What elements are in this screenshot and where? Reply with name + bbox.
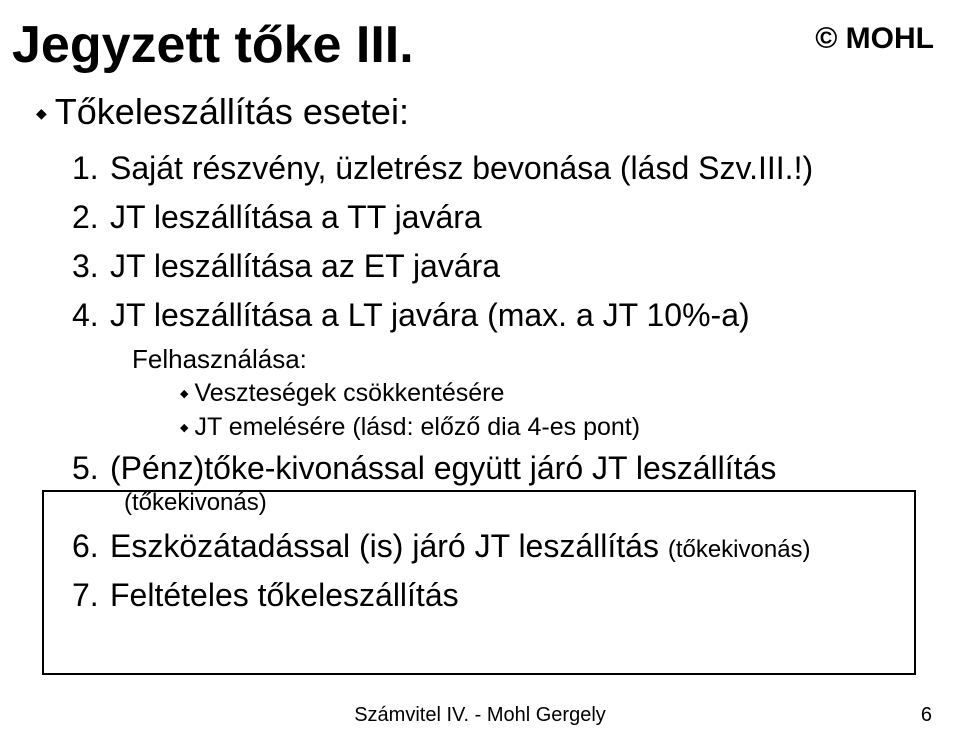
item-number: 5. bbox=[72, 448, 110, 489]
diamond-icon: ◆ bbox=[180, 387, 188, 402]
slide-title: Jegyzett tőke III. bbox=[12, 18, 414, 73]
subtitle-text: Tőkeleszállítás esetei: bbox=[55, 92, 409, 132]
diamond-icon: ◆ bbox=[36, 105, 47, 122]
item-number: 3. bbox=[72, 246, 110, 287]
subtitle-row: ◆ Tőkeleszállítás esetei: bbox=[36, 92, 409, 132]
usage-label: Felhasználása: bbox=[132, 344, 902, 375]
list-item: 7.Feltételes tőkeleszállítás bbox=[72, 575, 902, 616]
usage-item: ◆ Veszteségek csökkentésére bbox=[180, 377, 902, 411]
usage-item: ◆ JT emelésére (lásd: előző dia 4-es pont… bbox=[180, 411, 902, 445]
item-text: (Pénz)tőke-kivonással együtt járó JT les… bbox=[110, 450, 776, 486]
list-item: 3.JT leszállítása az ET javára bbox=[72, 246, 902, 287]
item-text: JT leszállítása az ET javára bbox=[110, 248, 500, 284]
item-number: 2. bbox=[72, 197, 110, 238]
usage-item-text: JT emelésére (lásd: előző dia 4-es pont) bbox=[194, 413, 640, 441]
item-paren: (tőkekivonás) bbox=[124, 489, 902, 518]
footer-text: Számvitel IV. - Mohl Gergely bbox=[0, 704, 960, 727]
item-number: 1. bbox=[72, 148, 110, 189]
item-trailing-small: (tőkekivonás) bbox=[668, 536, 811, 563]
list-item: 6.Eszközátadással (is) járó JT leszállít… bbox=[72, 526, 902, 567]
usage-item-text: Veszteségek csökkentésére bbox=[194, 379, 504, 407]
usage-block: Felhasználása: ◆ Veszteségek csökkentésér… bbox=[132, 344, 902, 445]
list-item: 4.JT leszállítása a LT javára (max. a JT… bbox=[72, 295, 902, 336]
slide: Jegyzett tőke III. © MOHL ◆ Tőkeleszállí… bbox=[0, 0, 960, 741]
main-list: 1.Saját részvény, üzletrész bevonása (lá… bbox=[72, 148, 902, 624]
item-text: JT leszállítása a TT javára bbox=[110, 199, 482, 235]
list-item: 5.(Pénz)tőke-kivonással együtt járó JT l… bbox=[72, 448, 902, 518]
item-text: JT leszállítása a LT javára (max. a JT 1… bbox=[110, 297, 750, 333]
list-item: 2.JT leszállítása a TT javára bbox=[72, 197, 902, 238]
item-number: 4. bbox=[72, 295, 110, 336]
item-text: Eszközátadással (is) járó JT leszállítás bbox=[110, 528, 659, 564]
item-text: Saját részvény, üzletrész bevonása (lásd… bbox=[110, 150, 813, 186]
item-text: Feltételes tőkeleszállítás bbox=[110, 577, 459, 613]
diamond-icon: ◆ bbox=[180, 421, 188, 436]
page-number: 6 bbox=[921, 704, 932, 727]
copyright-label: © MOHL bbox=[815, 22, 934, 56]
usage-items: ◆ Veszteségek csökkentésére ◆ JT emelésére… bbox=[180, 377, 902, 445]
item-number: 7. bbox=[72, 575, 110, 616]
item-number: 6. bbox=[72, 526, 110, 567]
list-item: 1.Saját részvény, üzletrész bevonása (lá… bbox=[72, 148, 902, 189]
